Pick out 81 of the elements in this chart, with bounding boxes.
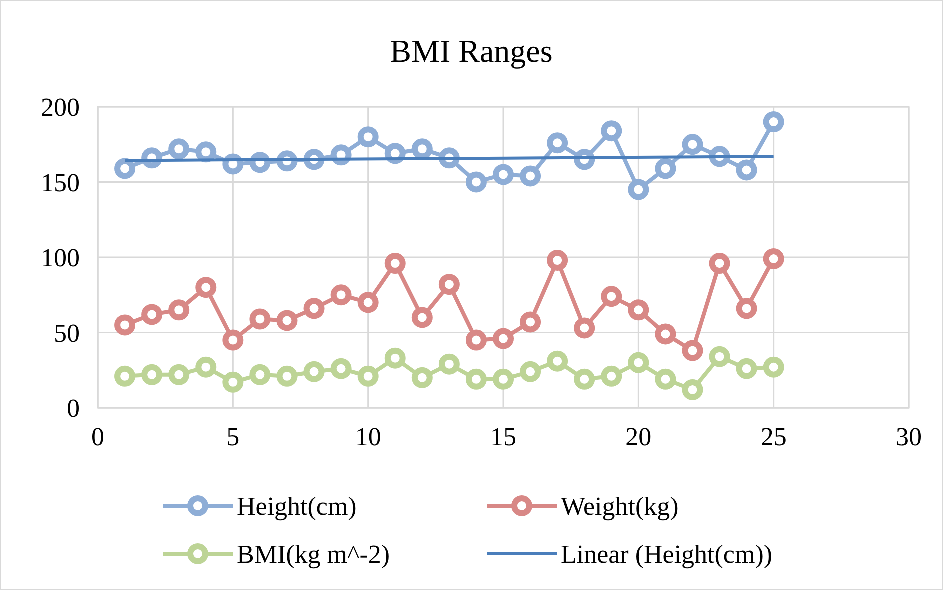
point	[601, 366, 622, 387]
point	[682, 379, 704, 400]
point	[384, 348, 406, 369]
point	[168, 300, 190, 321]
legend-label: Linear (Height(cm))	[561, 540, 773, 570]
point	[736, 160, 758, 181]
point	[276, 366, 298, 387]
point	[142, 364, 163, 386]
point	[196, 142, 217, 163]
point	[601, 286, 622, 308]
point	[547, 350, 568, 372]
y-tick-label: 0	[67, 394, 80, 424]
point	[655, 158, 676, 180]
point	[358, 126, 379, 148]
point	[520, 312, 542, 333]
point	[196, 277, 217, 298]
point	[574, 318, 596, 339]
x-tick-label: 10	[355, 422, 382, 452]
x-tick-label: 25	[760, 422, 787, 452]
point	[493, 328, 514, 350]
point	[520, 361, 542, 382]
point	[114, 158, 136, 180]
point	[114, 366, 136, 387]
point	[358, 292, 379, 314]
point	[250, 308, 271, 330]
point	[276, 310, 298, 332]
point	[709, 346, 730, 368]
y-tick-label: 150	[41, 168, 80, 198]
point	[358, 366, 379, 387]
point	[250, 364, 271, 386]
point	[142, 304, 163, 326]
point	[655, 368, 676, 390]
point	[601, 120, 622, 142]
x-tick-label: 20	[626, 422, 652, 452]
x-tick-label: 5	[226, 422, 240, 452]
point	[168, 138, 190, 160]
point	[574, 368, 596, 390]
x-tick-label: 0	[92, 422, 104, 452]
legend-label: BMI(kg m^-2)	[237, 540, 390, 570]
point	[547, 132, 568, 154]
point	[547, 250, 568, 272]
point	[628, 300, 650, 321]
legend-label: Height(cm)	[237, 492, 357, 522]
point	[628, 179, 650, 200]
point	[628, 352, 650, 374]
point	[304, 298, 325, 320]
point	[682, 340, 704, 362]
point	[412, 367, 433, 388]
point	[736, 358, 758, 380]
point	[330, 284, 352, 306]
point	[763, 356, 784, 378]
point	[438, 274, 460, 296]
point	[682, 134, 704, 156]
point	[709, 253, 730, 274]
point	[466, 368, 487, 390]
point	[493, 164, 514, 186]
y-tick-label: 100	[41, 244, 80, 273]
point	[168, 364, 190, 386]
point	[520, 166, 542, 187]
point	[466, 330, 487, 351]
point	[304, 361, 325, 382]
x-tick-label: 30	[896, 422, 922, 452]
point	[763, 248, 784, 270]
point	[114, 314, 136, 336]
chart-title: BMI Ranges	[390, 33, 553, 69]
point	[736, 298, 758, 320]
y-tick-label: 200	[41, 93, 80, 122]
y-tick-label: 50	[54, 318, 80, 348]
x-tick-label: 15	[490, 422, 516, 452]
point	[493, 368, 514, 390]
point	[438, 354, 460, 375]
point	[196, 356, 217, 378]
legend-label: Weight(kg)	[561, 492, 679, 522]
point	[763, 112, 784, 133]
point	[222, 372, 244, 393]
point	[655, 324, 676, 345]
point	[466, 172, 487, 193]
point	[412, 307, 433, 328]
point	[330, 358, 352, 380]
point	[222, 330, 244, 351]
point	[384, 253, 406, 274]
